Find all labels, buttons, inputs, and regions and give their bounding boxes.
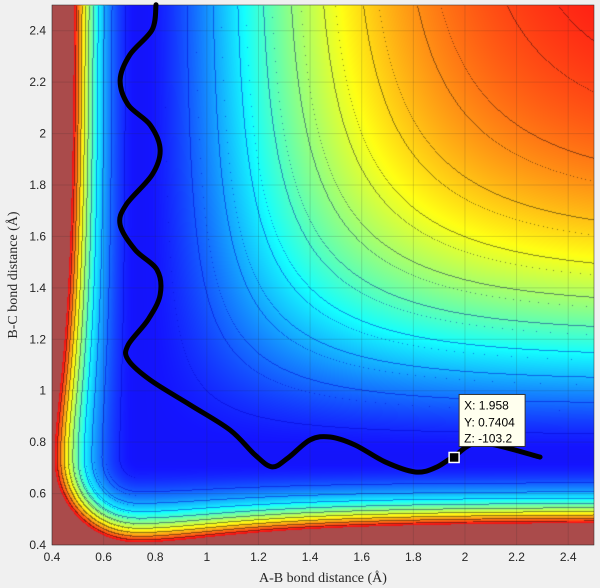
datatip-box	[458, 393, 526, 447]
y-tick-label: 0.4	[29, 538, 46, 552]
datatip-marker[interactable]	[448, 451, 460, 464]
datatip-y: Y: 0.7404	[464, 415, 515, 429]
x-tick-label: 1.4	[302, 550, 319, 564]
grid-lines	[51, 5, 594, 546]
y-tick-label: 1.8	[29, 178, 46, 192]
datatip[interactable]: X: 1.958 Y: 0.7404 Z: -103.2	[448, 393, 526, 464]
trajectory-line	[117, 2, 543, 475]
y-tick-label: 1.4	[29, 281, 46, 295]
x-tick-label: 0.6	[95, 550, 112, 564]
x-tick-label: 1.2	[250, 550, 267, 564]
x-tick-label: 2	[462, 550, 469, 564]
x-tick-label: 0.8	[147, 550, 164, 564]
y-tick-label: 1.2	[29, 332, 46, 346]
x-axis-label: A-B bond distance (Å)	[259, 570, 387, 586]
x-tick-label: 1.8	[405, 550, 422, 564]
tick-labels: 0.4 0.6 0.8 1 1.2 1.4 1.6 1.8 2 2.2 2.4 0.4 0.6 0.8 1 1…	[29, 24, 577, 564]
y-tick-label: 1.6	[29, 229, 46, 243]
axes-box	[51, 4, 595, 546]
y-tick-label: 0.8	[29, 435, 46, 449]
x-tick-label: 2.2	[508, 550, 525, 564]
x-tick-label: 2.4	[560, 550, 577, 564]
y-tick-label: 1	[39, 384, 46, 398]
datatip-z: Z: -103.2	[464, 431, 512, 445]
contour-surface[interactable]	[52, 5, 594, 545]
y-axis-label: B-C bond distance (Å)	[5, 211, 21, 338]
datatip-x: X: 1.958	[464, 398, 509, 412]
y-tick-label: 2	[39, 127, 46, 141]
y-tick-label: 2.4	[29, 24, 46, 38]
x-tick-label: 1	[204, 550, 211, 564]
x-tick-label: 1.6	[353, 550, 370, 564]
x-tick-label: 0.4	[44, 550, 61, 564]
y-tick-label: 2.2	[29, 75, 46, 89]
y-tick-label: 0.6	[29, 487, 46, 501]
